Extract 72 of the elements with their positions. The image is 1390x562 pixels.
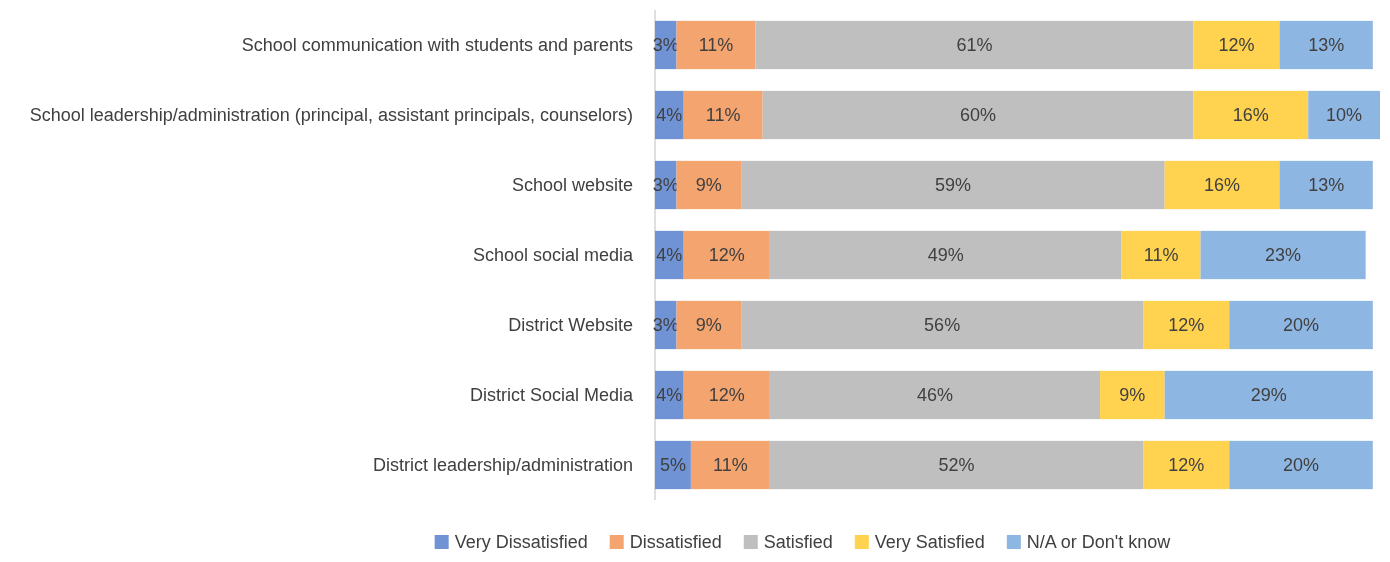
data-label: 49% (927, 245, 964, 265)
y-tick-label: School communication with students and parents (241, 35, 633, 55)
bar (755, 20, 1194, 70)
data-label: 20% (1283, 455, 1320, 475)
data-label: 12% (1218, 35, 1255, 55)
y-tick-label: School leadership/administration (principal, assistant principals, counselors) (29, 105, 633, 125)
y-tick-label: District Website (508, 315, 633, 335)
bar (676, 300, 742, 350)
data-label: 13% (1308, 35, 1345, 55)
data-label: 11% (705, 105, 741, 125)
data-label: 52% (938, 455, 975, 475)
data-label: 11% (698, 35, 734, 55)
bar (1143, 300, 1230, 350)
legend-label: N/A or Don't know (1026, 532, 1172, 552)
y-tick-label: District Social Media (469, 385, 634, 405)
y-tick-label: District leadership/administration (372, 455, 633, 475)
bar (1279, 160, 1373, 210)
bar (683, 230, 770, 280)
data-label: 61% (956, 35, 993, 55)
data-label: 9% (695, 175, 722, 195)
bar (1229, 300, 1373, 350)
bar (1100, 370, 1165, 420)
bar (1121, 230, 1201, 280)
bar (1308, 90, 1380, 140)
bar (762, 90, 1194, 140)
bar (1164, 370, 1373, 420)
data-label: 4% (656, 385, 683, 405)
data-label: 11% (713, 455, 748, 475)
bar (690, 440, 770, 490)
data-label: 12% (708, 385, 745, 405)
data-label: 20% (1283, 315, 1320, 335)
bar (1229, 440, 1373, 490)
bar (676, 20, 756, 70)
legend-label: Dissatisfied (629, 532, 722, 552)
data-label: 60% (960, 105, 997, 125)
bar (676, 160, 742, 210)
data-label: 11% (1143, 245, 1179, 265)
data-label: 46% (916, 385, 953, 405)
bar (683, 90, 763, 140)
bar (769, 230, 1122, 280)
bar (1164, 160, 1280, 210)
bar (1193, 20, 1280, 70)
data-label: 10% (1326, 105, 1363, 125)
legend-label: Satisfied (763, 532, 833, 552)
data-label: 16% (1232, 105, 1269, 125)
legend-label: Very Dissatisfied (454, 532, 588, 552)
y-tick-label: School website (511, 175, 633, 195)
y-tick-label: School social media (472, 245, 634, 265)
data-label: 12% (708, 245, 745, 265)
data-label: 5% (659, 455, 686, 475)
data-label: 12% (1168, 315, 1205, 335)
data-label: 9% (1119, 385, 1146, 405)
data-label: 4% (656, 105, 683, 125)
data-label: 59% (934, 175, 971, 195)
data-label: 29% (1250, 385, 1287, 405)
data-label: 12% (1168, 455, 1205, 475)
bar (1200, 230, 1366, 280)
bar (1193, 90, 1309, 140)
bar (683, 370, 770, 420)
data-label: 13% (1308, 175, 1345, 195)
bar (741, 300, 1144, 350)
data-label: 9% (695, 315, 722, 335)
data-label: 4% (656, 245, 683, 265)
bar (741, 160, 1165, 210)
bar (1143, 440, 1230, 490)
bar (769, 440, 1144, 490)
bar (1279, 20, 1373, 70)
data-label: 23% (1265, 245, 1302, 265)
data-label: 16% (1204, 175, 1241, 195)
data-label: 56% (924, 315, 961, 335)
bar (769, 370, 1101, 420)
legend-label: Very Satisfied (874, 532, 985, 552)
